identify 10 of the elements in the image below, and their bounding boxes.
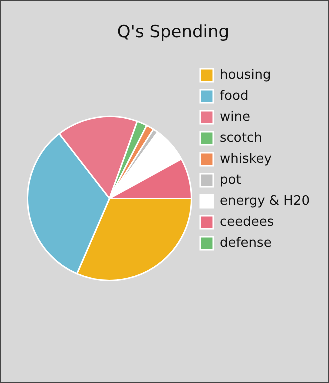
legend-label: wine: [220, 110, 250, 125]
legend-label: housing: [220, 68, 272, 83]
legend-label: ceedees: [220, 214, 274, 230]
legend-label: energy & H20: [220, 194, 310, 209]
chart-title: Q's Spending: [117, 22, 230, 43]
legend-label: food: [220, 88, 249, 104]
legend-label: scotch: [220, 130, 262, 146]
legend-label: whiskey: [220, 152, 272, 167]
legend-label: defense: [220, 236, 272, 251]
legend-label: pot: [220, 172, 242, 188]
